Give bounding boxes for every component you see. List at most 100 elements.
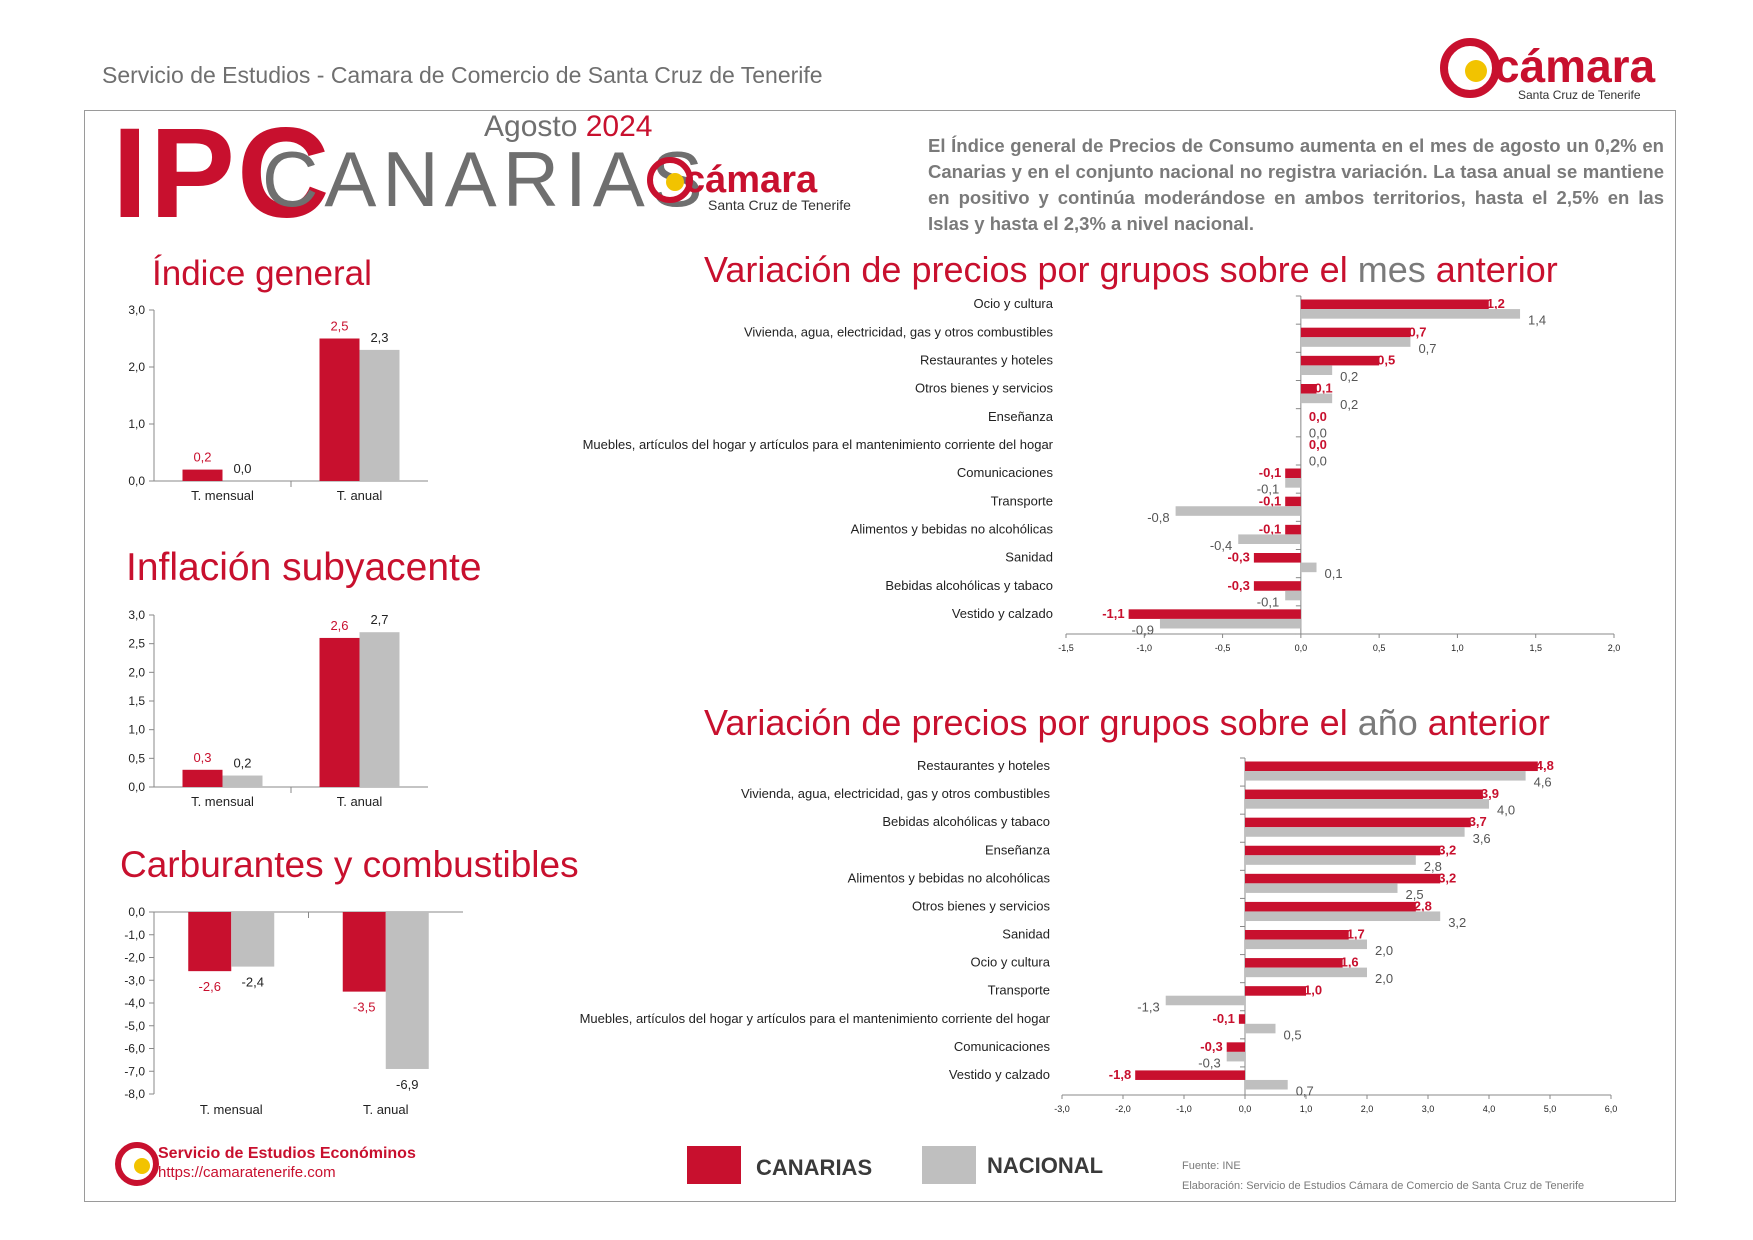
monthly-category-label: Muebles, artículos del hogar y artículos… — [583, 437, 1054, 452]
annual-bar-canarias — [1245, 929, 1349, 940]
subyacente-tick-label: 1,0 — [128, 723, 145, 737]
monthly-bar-nacional — [1238, 534, 1301, 544]
annual-bar-nacional — [1245, 827, 1465, 837]
monthly-category-label: Otros bienes y servicios — [915, 381, 1053, 396]
subyacente-tick-label: 1,5 — [128, 694, 145, 708]
carburantes-tick-label: -2,0 — [124, 951, 145, 965]
annual-tick-label: 5,0 — [1544, 1104, 1557, 1114]
legend-swatch-canarias — [687, 1146, 741, 1184]
monthly-bar-canarias — [1285, 468, 1301, 479]
monthly-bar-canarias — [1300, 384, 1317, 394]
carburantes-tick-label: -6,0 — [124, 1042, 145, 1056]
annual-bar-canarias — [1245, 958, 1343, 968]
monthly-tick-label: 2,0 — [1608, 643, 1621, 653]
monthly-tick-label: -1,0 — [1137, 643, 1153, 653]
monthly-tick-label: -0,5 — [1215, 643, 1231, 653]
title-monthly-a: Variación de precios por grupos sobre el — [704, 249, 1358, 290]
annual-data-label-nacional: 3,6 — [1473, 831, 1491, 846]
monthly-category-label: Transporte — [991, 493, 1053, 508]
annual-data-label-nacional: 2,5 — [1406, 887, 1424, 902]
annual-data-label-nacional: 0,7 — [1296, 1084, 1314, 1099]
monthly-data-label-canarias: 0,0 — [1309, 437, 1327, 452]
subyacente-category-label: T. anual — [337, 794, 383, 809]
annual-data-label-nacional: -1,3 — [1137, 999, 1159, 1014]
subyacente-tick-label: 0,5 — [128, 751, 145, 765]
period-year: 2024 — [585, 110, 653, 143]
annual-category-label: Bebidas alcohólicas y tabaco — [882, 814, 1050, 829]
annual-data-label-nacional: 2,0 — [1375, 943, 1393, 958]
carburantes-tick-label: -3,0 — [124, 973, 145, 987]
carburantes-tick-label: -4,0 — [124, 996, 145, 1010]
annual-data-label-canarias: 3,7 — [1469, 814, 1487, 829]
annual-category-label: Alimentos y bebidas no alcohólicas — [848, 870, 1051, 885]
general-bar-canarias — [182, 469, 223, 481]
annual-data-label-nacional: 3,2 — [1448, 915, 1466, 930]
annual-bar-canarias — [1226, 1042, 1245, 1052]
general-data-label-nacional: 2,3 — [370, 330, 388, 345]
carburantes-bar-canarias — [342, 912, 386, 992]
annual-data-label-canarias: 3,2 — [1438, 842, 1456, 857]
monthly-bar-nacional — [1300, 309, 1521, 319]
monthly-data-label-nacional: 1,4 — [1528, 313, 1546, 328]
subyacente-category-label: T. mensual — [191, 794, 254, 809]
monthly-bar-nacional — [1300, 365, 1333, 375]
footer-service: Servicio de Estudios Económinos — [158, 1145, 416, 1162]
monthly-data-label-canarias: 0,0 — [1309, 409, 1327, 424]
annual-tick-label: 3,0 — [1422, 1104, 1435, 1114]
annual-data-label-nacional: -0,3 — [1198, 1055, 1220, 1070]
subyacente-tick-label: 2,0 — [128, 665, 145, 679]
monthly-data-label-canarias: -0,1 — [1259, 521, 1281, 536]
header-service-line: Servicio de Estudios - Camara de Comerci… — [102, 62, 823, 88]
monthly-tick-label: 0,5 — [1373, 643, 1386, 653]
monthly-bar-nacional — [1285, 590, 1301, 601]
annual-bar-canarias — [1245, 789, 1483, 800]
annual-data-label-canarias: -0,1 — [1212, 1011, 1234, 1026]
monthly-data-label-canarias: -1,1 — [1102, 606, 1124, 621]
monthly-tick-label: 1,5 — [1529, 643, 1542, 653]
carburantes-category-label: T. mensual — [200, 1102, 263, 1117]
annual-bar-nacional — [1245, 855, 1416, 865]
annual-category-label: Vivienda, agua, electricidad, gas y otro… — [741, 786, 1051, 801]
annual-data-label-nacional: 0,5 — [1284, 1027, 1302, 1042]
ipc-title: IPC — [112, 102, 332, 245]
carburantes-data-label-canarias: -3,5 — [353, 1000, 375, 1015]
general-tick-label: 1,0 — [128, 417, 145, 431]
monthly-bar-canarias — [1285, 496, 1301, 507]
carburantes-tick-label: -8,0 — [124, 1087, 145, 1101]
logo-name-text: cámara — [1494, 40, 1656, 92]
monthly-bar-nacional — [1159, 618, 1301, 629]
footer-url-link[interactable]: https://camaratenerife.com — [158, 1164, 336, 1181]
footer-source: Fuente: INE — [1182, 1160, 1241, 1172]
carburantes-tick-label: 0,0 — [128, 905, 145, 919]
camara-logo: cámara Santa Cruz de Tenerife — [1440, 38, 1656, 102]
annual-bar-nacional — [1245, 939, 1367, 950]
annual-bar-canarias — [1245, 845, 1441, 856]
title-monthly-chart: Variación de precios por grupos sobre el… — [704, 252, 1558, 288]
summary-text: El Índice general de Precios de Consumo … — [928, 135, 1664, 234]
annual-tick-label: 2,0 — [1361, 1104, 1374, 1114]
title-annual-chart: Variación de precios por grupos sobre el… — [704, 705, 1550, 741]
monthly-bar-canarias — [1253, 553, 1301, 563]
annual-data-label-canarias: 3,9 — [1481, 786, 1499, 801]
logo-secondary-name: cámara — [684, 159, 818, 201]
carburantes-tick-label: -5,0 — [124, 1019, 145, 1033]
subyacente-data-label-canarias: 2,6 — [330, 618, 348, 633]
subyacente-bar-nacional — [359, 632, 400, 787]
carburantes-tick-label: -1,0 — [124, 928, 145, 942]
general-tick-label: 2,0 — [128, 360, 145, 374]
general-data-label-nacional: 0,0 — [233, 461, 251, 476]
monthly-category-label: Enseñanza — [988, 409, 1054, 424]
legend-swatch-nacional — [922, 1146, 976, 1184]
annual-data-label-canarias: 3,2 — [1438, 870, 1456, 885]
monthly-bar-canarias — [1300, 355, 1380, 366]
monthly-category-label: Comunicaciones — [957, 465, 1054, 480]
monthly-bar-nacional — [1175, 506, 1301, 516]
general-tick-label: 3,0 — [128, 303, 145, 317]
annual-tick-label: -1,0 — [1176, 1104, 1192, 1114]
camara-logo-small — [115, 1142, 159, 1186]
title-annual-a: Variación de precios por grupos sobre el — [704, 702, 1358, 743]
annual-data-label-canarias: 1,6 — [1341, 955, 1359, 970]
monthly-bar-nacional — [1300, 393, 1333, 404]
monthly-data-label-canarias: -0,3 — [1227, 578, 1249, 593]
monthly-data-label-canarias: 0,1 — [1315, 381, 1333, 396]
